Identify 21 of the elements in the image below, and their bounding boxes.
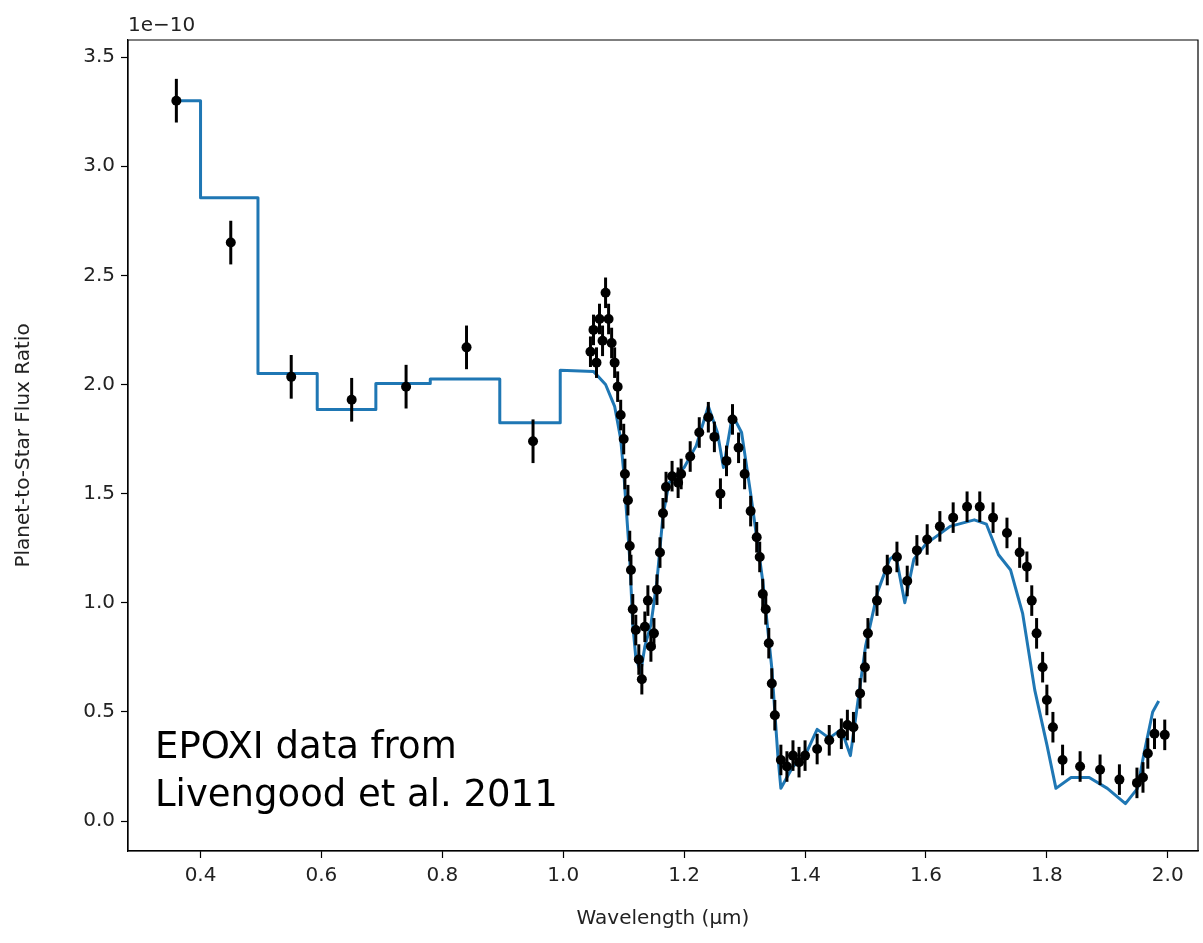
x-tick-label: 1.4	[789, 862, 821, 887]
annotation: EPOXI data from Livengood et al. 2011	[155, 723, 558, 817]
y-tick-label: 2.0	[83, 370, 115, 395]
x-tick-label: 1.6	[910, 862, 942, 887]
x-tick-label: 0.6	[305, 862, 338, 887]
y-axis-title: Planet-to-Star Flux Ratio	[10, 323, 35, 568]
x-axis-title: Wavelength (µm)	[576, 905, 750, 930]
text: 1e−10	[128, 12, 196, 37]
y-tick-label: 0.0	[83, 807, 115, 832]
x-tick-label: 1.8	[1030, 862, 1063, 887]
x-tick-label: 0.4	[184, 862, 217, 887]
y-tick-label: 0.5	[83, 698, 115, 723]
x-tick-label: 1.2	[668, 862, 701, 887]
y-tick-label: 3.0	[83, 152, 115, 177]
y-tick-label: 1.0	[83, 588, 115, 613]
y-tick-label: 3.5	[83, 43, 115, 68]
y-tick-label: 1.5	[83, 479, 115, 504]
x-tick-label: 2.0	[1151, 862, 1184, 887]
y-tick-label: 2.5	[83, 261, 115, 286]
x-tick-label: 0.8	[426, 862, 459, 887]
x-tick-label: 1.0	[547, 862, 580, 887]
